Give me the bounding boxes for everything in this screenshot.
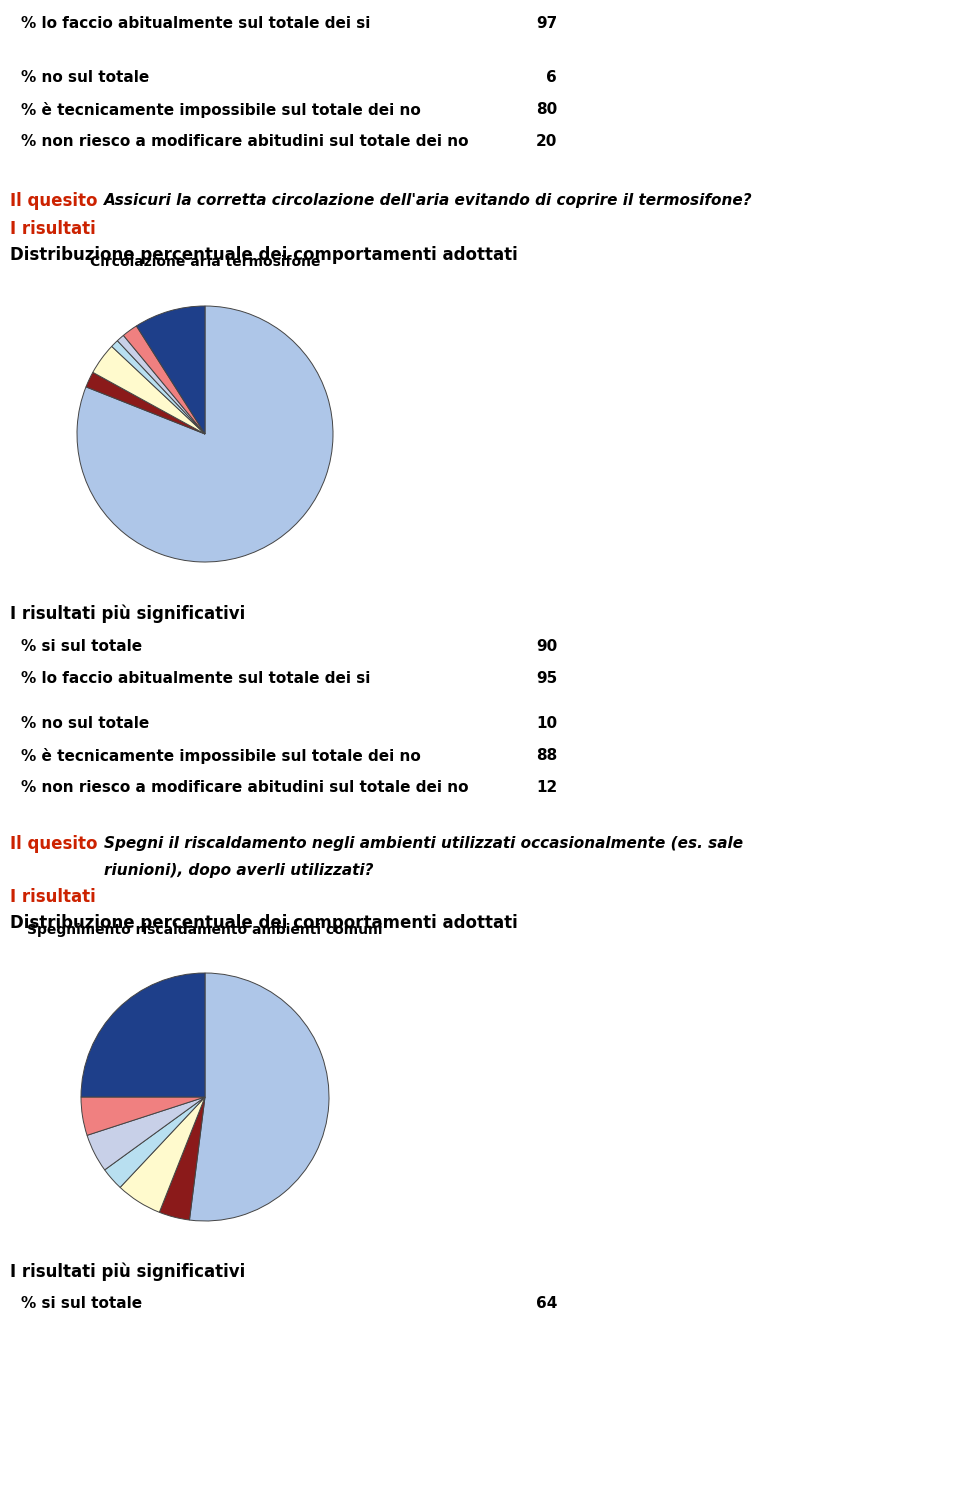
Text: I risultati: I risultati bbox=[10, 221, 96, 238]
Text: Assicuri la corretta circolazione dell'aria evitando di coprire il termosifone?: Assicuri la corretta circolazione dell'a… bbox=[104, 194, 753, 209]
Text: Spegni il riscaldamento negli ambienti utilizzati occasionalmente (es. sale: Spegni il riscaldamento negli ambienti u… bbox=[104, 836, 743, 851]
Text: 10: 10 bbox=[536, 717, 557, 732]
Wedge shape bbox=[136, 305, 205, 434]
Text: Il quesito: Il quesito bbox=[10, 192, 98, 210]
Wedge shape bbox=[124, 326, 205, 434]
Text: 88: 88 bbox=[536, 748, 557, 763]
Wedge shape bbox=[86, 372, 205, 434]
Text: I risultati più significativi: I risultati più significativi bbox=[10, 605, 245, 623]
Wedge shape bbox=[117, 335, 205, 434]
Wedge shape bbox=[87, 1097, 205, 1170]
Text: % è tecnicamente impossibile sul totale dei no: % è tecnicamente impossibile sul totale … bbox=[21, 101, 420, 118]
Text: I risultati più significativi: I risultati più significativi bbox=[10, 1262, 245, 1281]
Text: % no sul totale: % no sul totale bbox=[21, 717, 149, 732]
Text: % non riesco a modificare abitudini sul totale dei no: % non riesco a modificare abitudini sul … bbox=[21, 781, 468, 796]
Wedge shape bbox=[189, 973, 329, 1220]
Text: % si sul totale: % si sul totale bbox=[21, 1296, 142, 1311]
Wedge shape bbox=[111, 341, 205, 434]
Text: 20: 20 bbox=[536, 134, 557, 149]
Title: Spegnimento riscaldamento ambienti comuni: Spegnimento riscaldamento ambienti comun… bbox=[27, 922, 383, 937]
Text: 80: 80 bbox=[536, 103, 557, 118]
Wedge shape bbox=[81, 1097, 205, 1135]
Text: % lo faccio abitualmente sul totale dei si: % lo faccio abitualmente sul totale dei … bbox=[21, 16, 371, 31]
Text: % si sul totale: % si sul totale bbox=[21, 639, 142, 654]
Wedge shape bbox=[120, 1097, 205, 1213]
Text: % è tecnicamente impossibile sul totale dei no: % è tecnicamente impossibile sul totale … bbox=[21, 748, 420, 764]
Text: Distribuzione percentuale dei comportamenti adottati: Distribuzione percentuale dei comportame… bbox=[10, 246, 517, 264]
Text: % lo faccio abitualmente sul totale dei si: % lo faccio abitualmente sul totale dei … bbox=[21, 670, 371, 685]
Text: 95: 95 bbox=[536, 670, 557, 685]
Text: Distribuzione percentuale dei comportamenti adottati: Distribuzione percentuale dei comportame… bbox=[10, 913, 517, 933]
Wedge shape bbox=[105, 1097, 205, 1188]
Wedge shape bbox=[159, 1097, 205, 1220]
Text: 90: 90 bbox=[536, 639, 557, 654]
Text: riunioni), dopo averli utilizzati?: riunioni), dopo averli utilizzati? bbox=[104, 863, 373, 878]
Text: 6: 6 bbox=[546, 70, 557, 85]
Text: % non riesco a modificare abitudini sul totale dei no: % non riesco a modificare abitudini sul … bbox=[21, 134, 468, 149]
Wedge shape bbox=[81, 973, 205, 1097]
Wedge shape bbox=[93, 346, 205, 434]
Text: I risultati: I risultati bbox=[10, 888, 96, 906]
Wedge shape bbox=[77, 305, 333, 562]
Text: Il quesito: Il quesito bbox=[10, 834, 98, 852]
Title: Circolazione aria termosifone: Circolazione aria termosifone bbox=[89, 255, 321, 268]
Text: % no sul totale: % no sul totale bbox=[21, 70, 149, 85]
Text: 64: 64 bbox=[536, 1296, 557, 1311]
Text: 12: 12 bbox=[536, 781, 557, 796]
Text: 97: 97 bbox=[536, 16, 557, 31]
